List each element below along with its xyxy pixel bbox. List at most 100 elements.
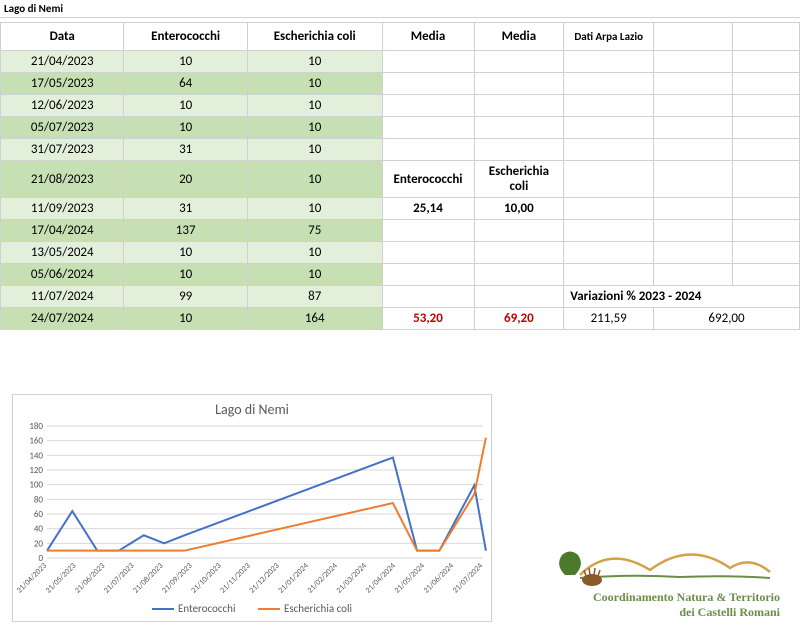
svg-text:21/07/2024: 21/07/2024 — [451, 561, 485, 595]
cell[interactable]: 05/06/2024 — [1, 264, 124, 286]
var2[interactable]: 692,00 — [654, 308, 800, 330]
cell[interactable]: 10 — [247, 198, 382, 220]
table-row[interactable]: 05/06/20241010 — [1, 264, 800, 286]
svg-text:21/04/2023: 21/04/2023 — [15, 561, 49, 595]
table-row[interactable]: 13/05/20241010 — [1, 242, 800, 264]
cell[interactable]: 10 — [247, 161, 382, 198]
cell[interactable]: 10 — [247, 95, 382, 117]
table-row[interactable]: 11/07/20249987 Variazioni % 2023 - 2024 — [1, 286, 800, 308]
var-label[interactable]: Variazioni % 2023 - 2024 — [564, 286, 800, 308]
cell[interactable]: 99 — [124, 286, 247, 308]
label-ent[interactable]: Enterococchi — [382, 161, 474, 198]
chart-legend: Enterococchi Escherichia coli — [13, 600, 491, 617]
svg-text:21/03/2024: 21/03/2024 — [334, 561, 368, 595]
svg-text:20: 20 — [34, 538, 44, 549]
line-chart: 02040608010012014016018021/04/202321/05/… — [13, 420, 493, 600]
media2-eco[interactable]: 69,20 — [474, 308, 564, 330]
col-eco[interactable]: Escherichia coli — [247, 23, 382, 51]
table-row[interactable]: 21/04/20231010 — [1, 51, 800, 73]
logo-text-2: dei Castelli Romani — [520, 605, 780, 620]
cell[interactable]: 31 — [124, 139, 247, 161]
label-eco[interactable]: Escherichia coli — [474, 161, 564, 198]
table-row[interactable]: 17/04/202413775 — [1, 220, 800, 242]
col-blank2[interactable] — [732, 23, 799, 51]
table-row[interactable]: 24/07/20241016453,2069,20211,59692,00 — [1, 308, 800, 330]
cell[interactable]: 17/05/2023 — [1, 73, 124, 95]
cell[interactable]: 10 — [124, 242, 247, 264]
col-blank1[interactable] — [654, 23, 733, 51]
table-row[interactable]: 12/06/20231010 — [1, 95, 800, 117]
svg-text:21/11/2023: 21/11/2023 — [218, 561, 252, 595]
svg-text:180: 180 — [29, 421, 43, 432]
media2-ent[interactable]: 53,20 — [382, 308, 474, 330]
table-row[interactable]: 21/08/20232010EnterococchiEscherichia co… — [1, 161, 800, 198]
cell[interactable]: 10 — [247, 242, 382, 264]
cell[interactable]: 12/06/2023 — [1, 95, 124, 117]
cell[interactable]: 21/08/2023 — [1, 161, 124, 198]
cell[interactable]: 10 — [124, 308, 247, 330]
cell[interactable]: 11/09/2023 — [1, 198, 124, 220]
legend-eco: Escherichia coli — [258, 602, 352, 615]
cell[interactable]: 17/04/2024 — [1, 220, 124, 242]
svg-text:21/05/2024: 21/05/2024 — [393, 561, 427, 595]
table-row[interactable]: 17/05/20236410 — [1, 73, 800, 95]
svg-text:21/07/2023: 21/07/2023 — [102, 561, 136, 595]
svg-text:21/02/2024: 21/02/2024 — [305, 561, 339, 595]
media1-eco[interactable]: 10,00 — [474, 198, 564, 220]
svg-text:21/01/2024: 21/01/2024 — [276, 561, 310, 595]
cell[interactable]: 137 — [124, 220, 247, 242]
col-ent[interactable]: Enterococchi — [124, 23, 247, 51]
svg-text:80: 80 — [34, 494, 44, 505]
col-data[interactable]: Data — [1, 23, 124, 51]
cell[interactable]: 87 — [247, 286, 382, 308]
media1-ent[interactable]: 25,14 — [382, 198, 474, 220]
cell[interactable]: 05/07/2023 — [1, 117, 124, 139]
cell[interactable]: 10 — [247, 139, 382, 161]
cell[interactable]: 10 — [124, 264, 247, 286]
cell[interactable]: 11/07/2024 — [1, 286, 124, 308]
table-row[interactable]: 11/09/2023311025,1410,00 — [1, 198, 800, 220]
cell[interactable]: 75 — [247, 220, 382, 242]
col-media2[interactable]: Media — [474, 23, 564, 51]
cell[interactable]: 10 — [247, 51, 382, 73]
data-table: Data Enterococchi Escherichia coli Media… — [0, 22, 800, 330]
svg-text:21/08/2023: 21/08/2023 — [131, 561, 165, 595]
table-row[interactable]: 31/07/20233110 — [1, 139, 800, 161]
svg-text:21/06/2023: 21/06/2023 — [73, 561, 107, 595]
cell[interactable]: 10 — [247, 264, 382, 286]
col-media1[interactable]: Media — [382, 23, 474, 51]
cell[interactable]: 31 — [124, 198, 247, 220]
cell[interactable]: 10 — [124, 117, 247, 139]
table-body: 21/04/2023101017/05/2023641012/06/202310… — [1, 51, 800, 330]
cell[interactable]: 31/07/2023 — [1, 139, 124, 161]
col-arpa[interactable]: Dati Arpa Lazio — [564, 23, 654, 51]
logo-icon — [550, 530, 780, 590]
svg-text:100: 100 — [29, 480, 43, 491]
header-row: Data Enterococchi Escherichia coli Media… — [1, 23, 800, 51]
svg-text:21/10/2023: 21/10/2023 — [189, 561, 223, 595]
var1[interactable]: 211,59 — [564, 308, 654, 330]
svg-text:21/09/2023: 21/09/2023 — [160, 561, 194, 595]
cell[interactable]: 21/04/2023 — [1, 51, 124, 73]
sheet-title: Lago di Nemi — [0, 0, 800, 18]
cell[interactable]: 10 — [247, 117, 382, 139]
cell[interactable]: 10 — [247, 73, 382, 95]
legend-ent: Enterococchi — [152, 602, 236, 615]
table-row[interactable]: 05/07/20231010 — [1, 117, 800, 139]
chart-container: Lago di Nemi 02040608010012014016018021/… — [12, 394, 492, 622]
cell[interactable]: 24/07/2024 — [1, 308, 124, 330]
svg-text:60: 60 — [34, 509, 44, 520]
svg-text:140: 140 — [29, 450, 43, 461]
svg-text:21/04/2024: 21/04/2024 — [364, 561, 398, 595]
cell[interactable]: 20 — [124, 161, 247, 198]
cell[interactable]: 10 — [124, 95, 247, 117]
cell[interactable]: 164 — [247, 308, 382, 330]
cell[interactable]: 10 — [124, 51, 247, 73]
chart-title: Lago di Nemi — [13, 395, 491, 420]
svg-text:40: 40 — [34, 524, 44, 535]
cell[interactable]: 64 — [124, 73, 247, 95]
cell[interactable]: 13/05/2024 — [1, 242, 124, 264]
svg-text:21/05/2023: 21/05/2023 — [44, 561, 78, 595]
svg-text:21/12/2023: 21/12/2023 — [247, 561, 281, 595]
svg-text:21/06/2024: 21/06/2024 — [422, 561, 456, 595]
